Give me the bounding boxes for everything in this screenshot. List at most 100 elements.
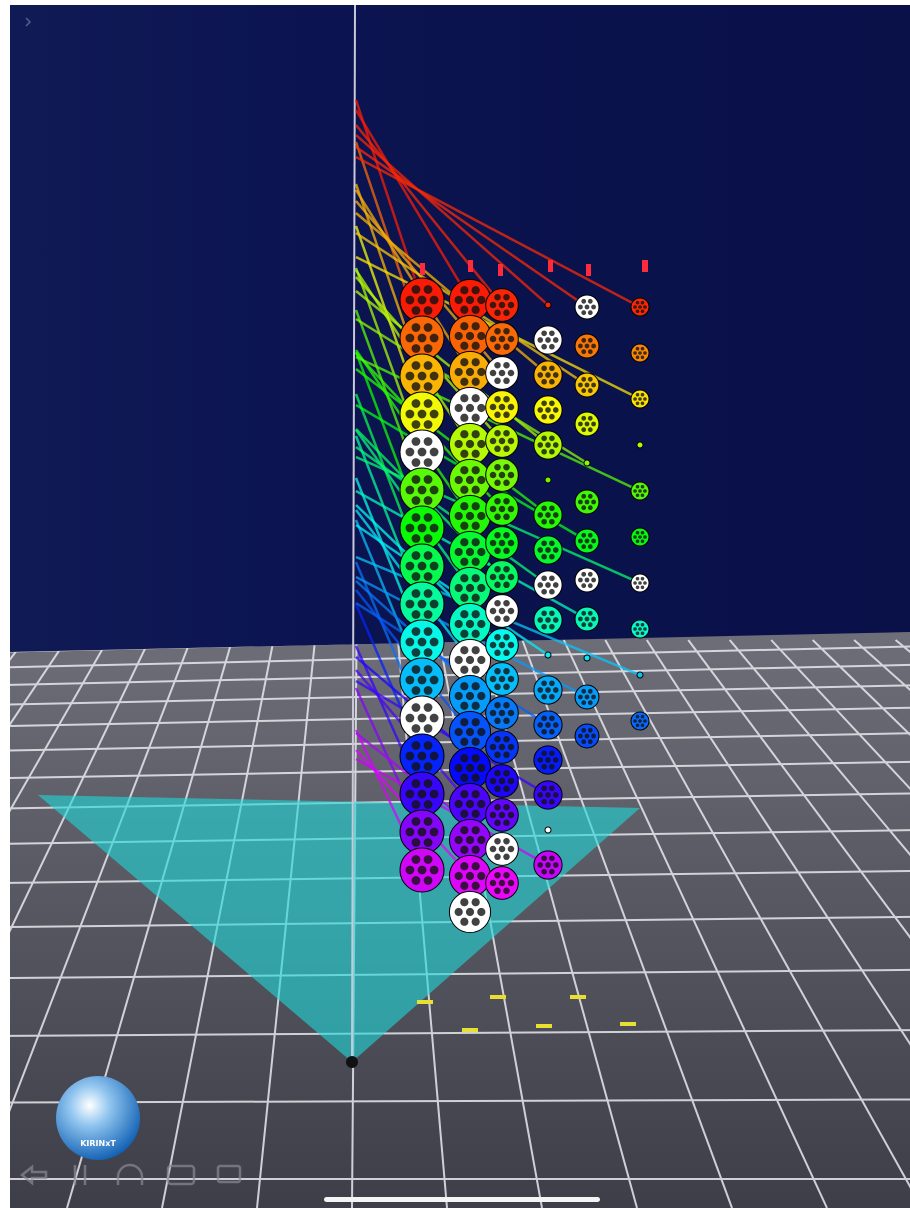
sphere-spot <box>405 561 415 571</box>
sphere-spot <box>498 403 506 411</box>
sphere-spot <box>494 445 501 453</box>
sphere-spot <box>494 547 501 555</box>
sphere-spot <box>498 641 506 649</box>
grid-column <box>10 639 192 1208</box>
sphere-spot <box>587 310 593 316</box>
sphere-spot <box>417 447 427 457</box>
marker <box>420 263 425 275</box>
sphere-spot <box>635 300 640 305</box>
video-button[interactable] <box>216 1164 242 1184</box>
sphere-spot <box>411 437 421 446</box>
expand-button[interactable] <box>25 17 32 27</box>
sphere <box>533 850 563 880</box>
sphere-spot <box>507 335 515 343</box>
sphere-spot <box>541 715 547 722</box>
sphere-spot <box>541 413 547 420</box>
sphere-spot <box>552 687 559 693</box>
sphere <box>485 288 519 322</box>
sphere-spot <box>635 346 640 351</box>
sphere-spot <box>640 300 645 305</box>
sphere-spot <box>587 427 593 433</box>
sphere-spot <box>471 286 480 295</box>
sphere-spot <box>489 437 497 445</box>
sphere-spot <box>507 777 515 785</box>
sphere-spot <box>411 686 421 695</box>
sphere-spot <box>503 887 510 895</box>
sphere-spot <box>587 610 593 616</box>
sphere-spot <box>587 688 593 694</box>
sphere-spot <box>545 722 551 728</box>
sphere-spot <box>549 728 555 735</box>
logo-sphere[interactable] <box>56 1076 140 1160</box>
logo-button[interactable]: KIRINxT <box>56 1076 140 1160</box>
sphere <box>485 764 519 798</box>
sphere-spot <box>411 800 421 809</box>
sphere-spot <box>537 372 544 378</box>
sphere <box>485 526 519 560</box>
pause-button[interactable] <box>73 1165 87 1185</box>
sphere <box>485 492 519 526</box>
sphere-spot <box>405 295 415 305</box>
sphere-spot <box>429 371 439 381</box>
back-button[interactable] <box>19 1164 48 1186</box>
grid-column <box>728 639 910 1208</box>
grid-row <box>10 968 910 980</box>
sphere-spot <box>640 392 645 397</box>
sphere-spot <box>507 709 515 717</box>
sphere-spot <box>465 619 475 629</box>
sphere <box>399 771 445 817</box>
sphere-spot <box>541 728 547 735</box>
ray <box>355 155 641 309</box>
sphere-spot <box>541 365 547 372</box>
sphere-spot <box>471 809 480 818</box>
sphere <box>574 606 600 632</box>
sphere-spot <box>581 376 587 382</box>
sphere-body <box>636 671 644 679</box>
headphone-button[interactable] <box>116 1163 144 1185</box>
sphere-spot <box>489 607 497 615</box>
sphere-spot <box>503 411 510 419</box>
sphere-spot <box>423 800 433 809</box>
sphere-spot <box>460 485 469 494</box>
sphere <box>533 395 563 425</box>
sphere-spot <box>411 817 421 826</box>
sphere-spot <box>423 589 433 598</box>
sphere <box>630 573 650 593</box>
sphere-spot <box>494 395 501 403</box>
sphere-spot <box>541 868 547 875</box>
sphere-spot <box>587 298 593 304</box>
sphere-spot <box>471 898 480 907</box>
sphere-spot <box>411 627 421 636</box>
sphere-spot <box>471 881 480 890</box>
sphere-spot <box>549 330 555 337</box>
sphere-body <box>544 301 552 309</box>
sphere-spot <box>498 437 506 445</box>
sphere-spot <box>460 521 469 530</box>
sphere-spot <box>640 401 645 406</box>
sphere-spot <box>581 349 587 355</box>
sphere-spot <box>549 518 555 525</box>
sphere-spot <box>454 475 463 485</box>
sphere-spot <box>581 415 587 421</box>
sphere-spot <box>477 583 486 593</box>
sphere-spot <box>417 561 427 571</box>
sphere-spot <box>460 502 469 511</box>
sphere-spot <box>429 637 439 647</box>
sphere-spot <box>477 547 486 557</box>
sphere-spot <box>494 785 501 793</box>
sphere-spot <box>417 599 427 609</box>
sphere-spot <box>507 811 515 819</box>
sphere-spot <box>494 853 501 861</box>
sphere-spot <box>640 576 645 581</box>
sphere-spot <box>465 583 475 593</box>
sphere-spot <box>471 826 480 835</box>
sphere <box>448 530 492 574</box>
sphere-spot <box>507 641 515 649</box>
sphere-spot <box>423 475 433 484</box>
sphere-spot <box>503 785 510 793</box>
sphere-spot <box>640 631 645 636</box>
sphere-spot <box>489 641 497 649</box>
camera-button[interactable] <box>166 1164 196 1186</box>
sphere <box>583 459 591 467</box>
sphere <box>399 733 445 779</box>
